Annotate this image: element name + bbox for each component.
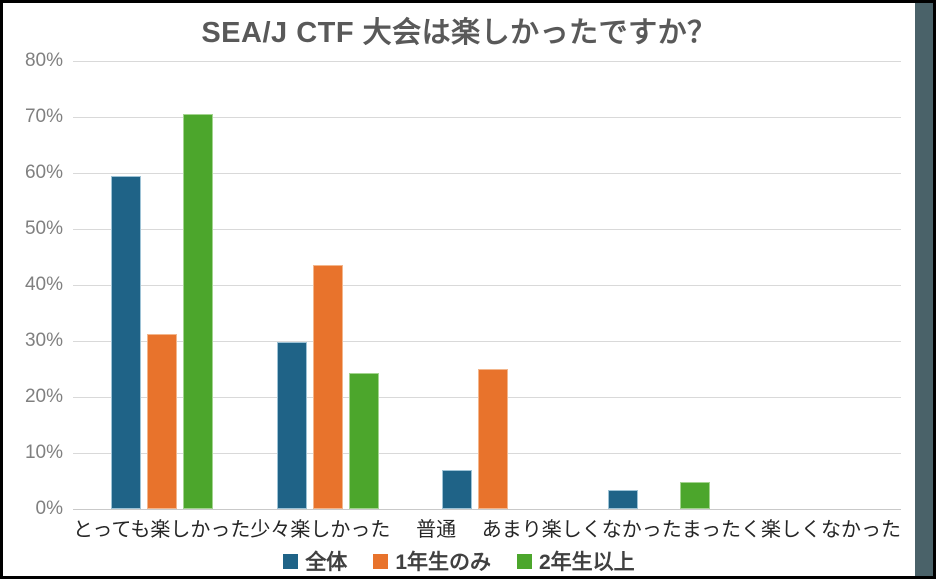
gridline-60%: 60%	[25, 162, 901, 183]
y-axis-tick: 70%	[24, 106, 63, 127]
legend-swatch-icon	[283, 553, 299, 569]
y-axis-tick: 50%	[24, 218, 63, 239]
bar[interactable]	[442, 470, 473, 509]
legend-swatch-icon	[517, 553, 532, 569]
x-axis-labels: とっても楽しかった 少々楽しかった 普通 あまり楽しくなかった まったく楽しくなかった	[73, 513, 901, 542]
gridline-80%: 80%	[25, 50, 901, 71]
right-side-band	[915, 3, 933, 576]
y-axis-tick: 60%	[24, 162, 63, 183]
legend-label: 2年生以上	[539, 551, 635, 574]
y-axis-tick: 20%	[24, 386, 63, 407]
bar-group	[73, 61, 239, 509]
gridline-30%: 30%	[25, 330, 901, 351]
gridline-50%: 50%	[25, 218, 901, 239]
bar[interactable]	[276, 341, 307, 509]
plot-area: 0% 10% 20% 30% 40% 50% 60% 70% 80%	[25, 50, 901, 519]
bar[interactable]	[111, 175, 141, 509]
x-axis-label: とっても楽しかった	[73, 519, 251, 541]
chart-legend: 全体 1年生のみ 2年生以上	[3, 546, 915, 576]
bar[interactable]	[679, 482, 710, 509]
legend-item[interactable]: 2年生以上	[517, 546, 635, 576]
x-axis-label: 少々楽しかった	[250, 519, 391, 541]
legend-label: 全体	[305, 551, 348, 574]
bar[interactable]	[348, 373, 379, 509]
y-axis-tick: 0%	[35, 498, 63, 519]
bar-group	[735, 61, 901, 509]
x-axis-label: 普通	[416, 519, 457, 541]
bar-groups	[73, 61, 901, 509]
legend-swatch-icon	[373, 553, 389, 569]
y-axis-tick: 40%	[24, 274, 63, 295]
x-axis-label: あまり楽しくなかった	[481, 519, 682, 541]
gridline-0%: 0%	[36, 498, 901, 519]
bar-group	[239, 61, 405, 509]
legend-label: 1年生のみ	[395, 551, 491, 574]
y-axis-tick: 10%	[24, 442, 63, 463]
x-axis-label: まったく楽しくなかった	[681, 519, 901, 541]
bar[interactable]	[183, 113, 213, 509]
chart-canvas: SEA/J CTF 大会は楽しかったですか？ 0% 10% 20% 30% 40% 50%…	[3, 3, 915, 576]
bar[interactable]	[312, 264, 343, 509]
chart-title: SEA/J CTF 大会は楽しかったですか？	[201, 17, 717, 49]
bar-group	[404, 61, 570, 509]
bar[interactable]	[478, 369, 509, 509]
legend-item[interactable]: 全体	[283, 546, 347, 576]
gridline-40%: 40%	[25, 274, 901, 295]
gridline-70%: 70%	[25, 106, 901, 127]
bar[interactable]	[147, 333, 177, 509]
y-axis-tick: 80%	[24, 50, 63, 71]
bar[interactable]	[607, 489, 638, 509]
legend-item[interactable]: 1年生のみ	[373, 546, 491, 576]
y-axis-tick: 30%	[24, 330, 63, 351]
bar-group	[570, 61, 736, 509]
